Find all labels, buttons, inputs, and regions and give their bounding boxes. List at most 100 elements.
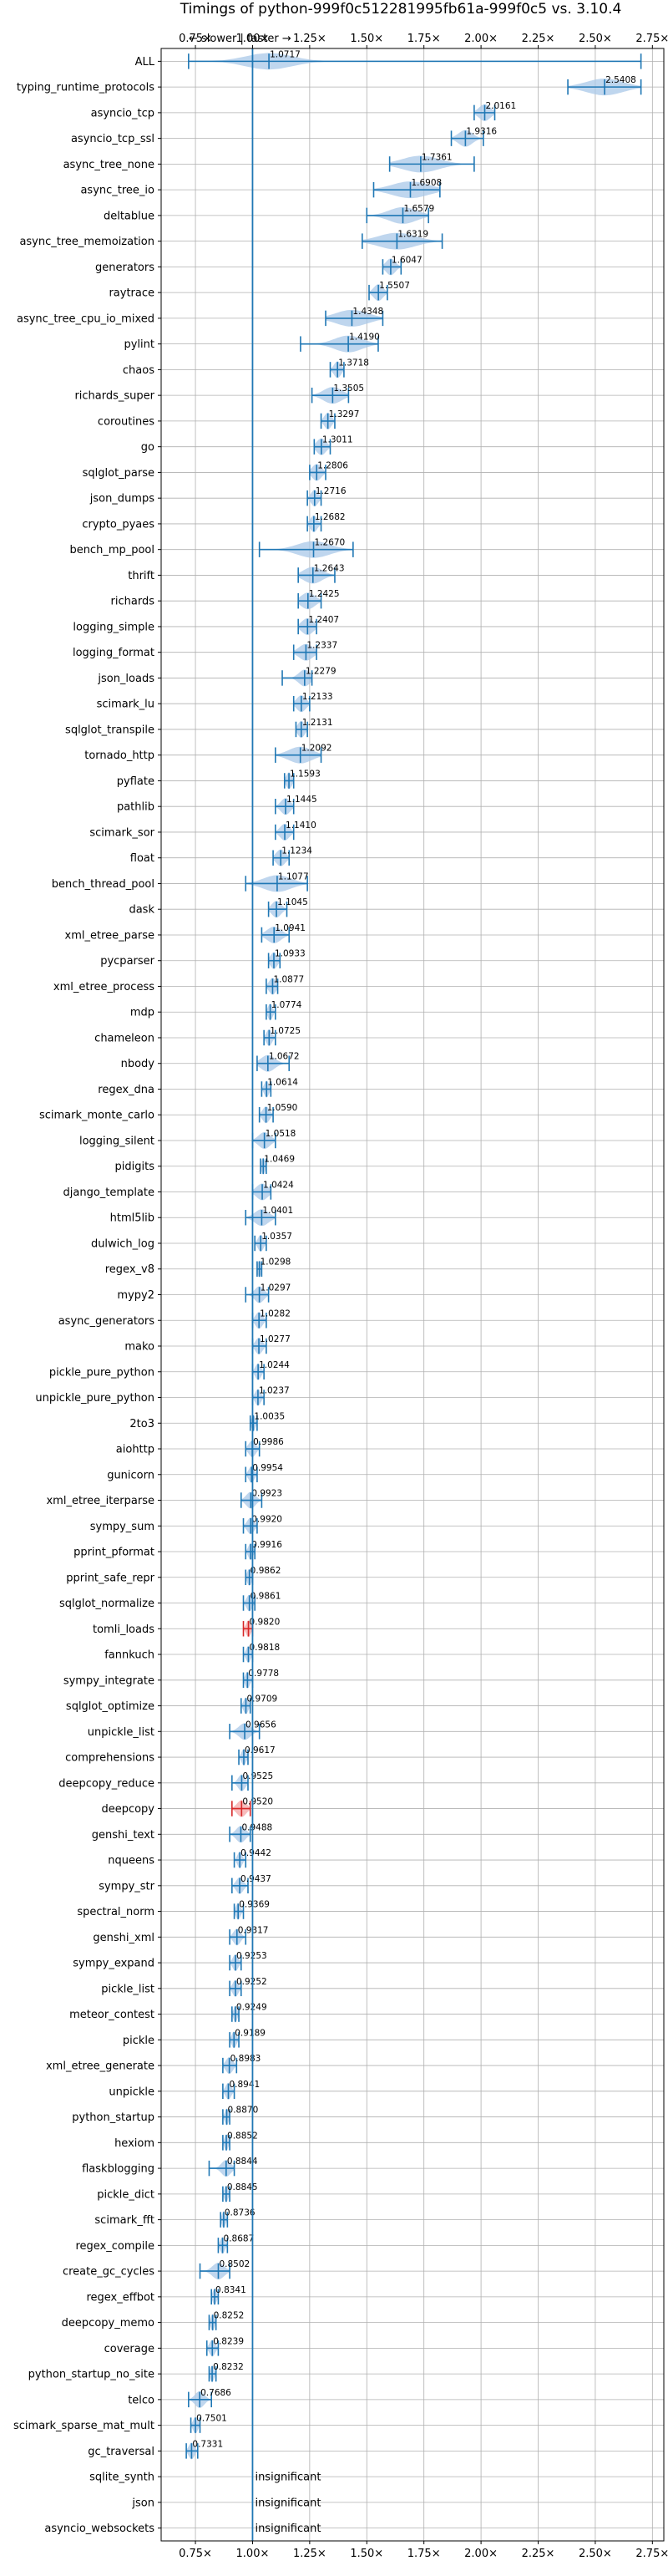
y-tick-label: deltablue [104, 210, 154, 222]
x-tick-label-top: 1.25× [293, 33, 326, 45]
value-label: 1.0590 [267, 1103, 298, 1113]
y-tick-label: sympy_expand [73, 1958, 154, 1970]
y-tick-label: logging_format [73, 647, 154, 659]
x-tick-label-top: 2.75× [635, 33, 668, 45]
y-tick-label: pickle_dict [97, 2188, 154, 2201]
x-tick-label-top: 1.50× [350, 33, 383, 45]
y-tick-label: dask [129, 904, 154, 917]
value-label: 1.0237 [259, 1386, 290, 1396]
value-label: 0.8252 [214, 2311, 245, 2321]
y-tick-label: tomli_loads [93, 1623, 154, 1636]
y-tick-label: fannkuch [104, 1649, 154, 1662]
value-label: 0.9617 [245, 1745, 276, 1755]
y-tick-label: telco [128, 2394, 154, 2406]
value-label: 1.9316 [466, 127, 497, 137]
y-tick-label: json_dumps [89, 493, 154, 506]
y-tick-label: genshi_xml [93, 1932, 154, 1944]
x-tick-label-top: 2.50× [579, 33, 612, 45]
value-label: 0.9954 [252, 1463, 283, 1473]
y-tick-label: regex_dna [98, 1084, 154, 1096]
chart-title: Timings of python-999f0c512281995fb61a-9… [180, 1, 622, 18]
value-label: 1.1410 [286, 821, 316, 831]
y-tick-label: python_startup_no_site [28, 2369, 154, 2381]
value-label: 1.0282 [260, 1308, 291, 1318]
y-tick-label: thrift [128, 570, 154, 582]
value-label: 0.9923 [251, 1489, 282, 1499]
y-tick-label: pylint [124, 338, 154, 351]
x-tick-label-bottom: 1.50× [350, 2548, 383, 2560]
y-tick-label: json_loads [97, 673, 154, 685]
y-tick-label: pyflate [117, 775, 154, 788]
y-tick-label: go [141, 441, 154, 454]
y-tick-label: float [130, 852, 154, 865]
value-label: 1.2337 [306, 641, 337, 651]
value-label: 1.0401 [262, 1206, 293, 1216]
y-tick-label: scimark_fft [94, 2214, 154, 2227]
value-label: 0.9861 [250, 1592, 281, 1602]
y-tick-label: xml_etree_generate [46, 2060, 154, 2073]
y-tick-label: logging_simple [73, 621, 154, 633]
value-label: 1.0277 [260, 1334, 291, 1344]
y-tick-label: deepcopy [101, 1803, 154, 1816]
y-tick-label: nqueens [108, 1855, 154, 1867]
value-label: 1.4348 [352, 307, 383, 317]
value-label: 0.9488 [241, 1822, 272, 1832]
value-label: 0.9442 [240, 1848, 271, 1858]
x-tick-label-bottom: 2.75× [635, 2548, 668, 2560]
y-tick-label: scimark_sor [89, 826, 154, 839]
y-tick-label: hexiom [114, 2137, 154, 2150]
value-label: 1.0298 [261, 1258, 291, 1268]
violin-layer [185, 53, 642, 2460]
y-tick-label: async_tree_cpu_io_mixed [17, 312, 154, 325]
y-tick-label: tornado_http [84, 749, 154, 762]
y-tick-label: pprint_safe_repr [66, 1572, 154, 1584]
y-tick-label: pickle_list [101, 1983, 154, 1995]
value-label: 1.0717 [270, 49, 301, 59]
y-tick-label: logging_silent [79, 1135, 154, 1147]
y-tick-label: comprehensions [65, 1752, 154, 1765]
y-tick-label: scimark_sparse_mat_mult [13, 2420, 154, 2432]
x-tick-label-bottom: 1.75× [407, 2548, 441, 2560]
y-tick-label: regex_v8 [105, 1263, 154, 1276]
value-label: 0.8502 [219, 2259, 250, 2269]
x-tick-label-top: 2.25× [522, 33, 555, 45]
y-tick-label: aiohttp [116, 1444, 154, 1456]
y-tick-label: sqlglot_normalize [59, 1598, 154, 1610]
y-tick-label: typing_runtime_protocols [17, 82, 154, 94]
y-tick-label: sqlglot_transpile [65, 724, 154, 736]
y-tick-label: regex_effbot [86, 2291, 154, 2304]
value-label: 1.2682 [315, 512, 346, 522]
direction-note: ← slower | faster → [189, 33, 291, 45]
y-tick-label: xml_etree_parse [65, 929, 154, 942]
y-tick-label: bench_mp_pool [69, 544, 154, 556]
value-label: 0.9920 [251, 1514, 282, 1524]
value-label: 1.0518 [266, 1129, 296, 1139]
value-label: 0.9525 [242, 1771, 273, 1781]
value-label: 1.0297 [261, 1283, 291, 1293]
value-label: 1.0877 [273, 974, 304, 984]
y-tick-label: pidigits [115, 1161, 155, 1173]
x-tick-label-bottom: 2.00× [464, 2548, 498, 2560]
value-label: 1.0933 [275, 949, 306, 959]
y-tick-label: mdp [130, 1007, 154, 1019]
value-label: 0.9862 [250, 1566, 281, 1576]
y-tick-label: sympy_str [99, 1880, 154, 1893]
y-tick-label: 2to3 [129, 1418, 154, 1430]
value-label: 1.5507 [379, 281, 410, 291]
y-tick-label: gunicorn [107, 1469, 154, 1481]
y-tick-label: create_gc_cycles [63, 2266, 154, 2279]
plot-frame [160, 48, 665, 2542]
value-label: 1.3718 [338, 358, 369, 368]
insignificant-label: insignificant [255, 2523, 321, 2535]
x-tick-label-bottom: 2.50× [579, 2548, 612, 2560]
value-label: 0.8845 [227, 2182, 258, 2192]
value-label: 0.8941 [229, 2080, 260, 2090]
y-tick-label: meteor_contest [69, 2009, 154, 2021]
value-label: 0.7331 [192, 2439, 223, 2449]
value-label: 0.8983 [230, 2054, 261, 2064]
y-tick-label: crypto_pyaes [82, 518, 154, 531]
value-label: 1.0614 [267, 1077, 298, 1087]
value-label: 1.2131 [302, 718, 333, 728]
